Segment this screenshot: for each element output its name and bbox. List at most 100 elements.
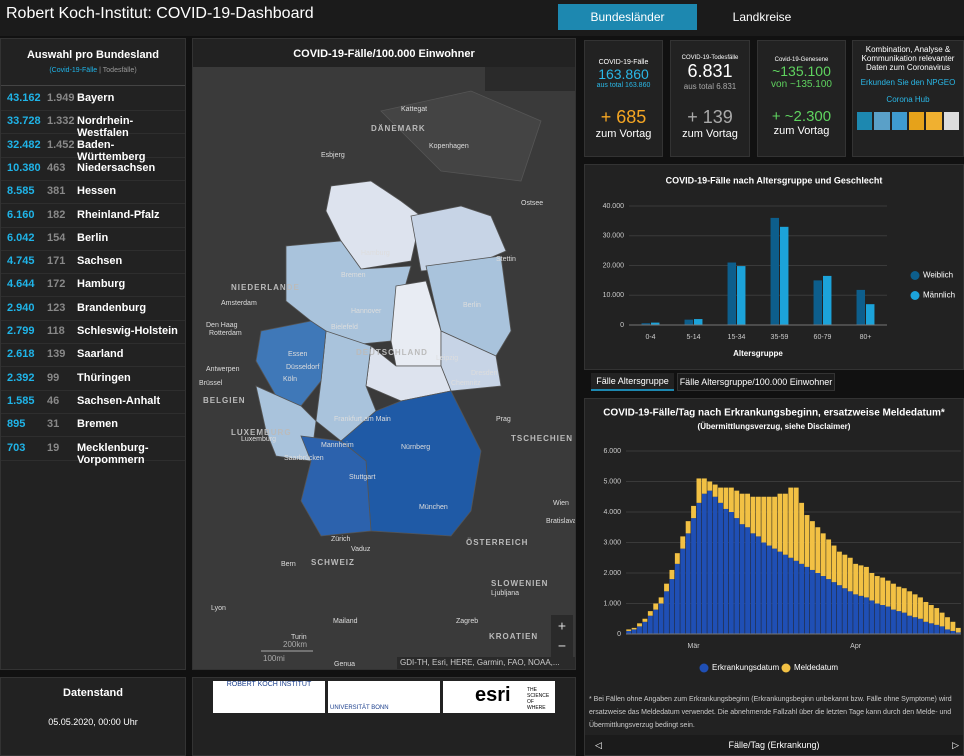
map-label: Zagreb [456,618,478,625]
state-name: Schleswig-Holstein [77,325,178,337]
epi-panel: COVID-19-Fälle/Tag nach Erkrankungsbegin… [584,398,964,756]
logo-rki[interactable]: ROBERT KOCH INSTITUT [213,681,325,713]
state-row[interactable]: 2.940 123 Brandenburg [1,297,185,321]
state-row[interactable]: 2.799 118 Schleswig-Holstein [1,320,185,344]
state-row[interactable]: 6.042 154 Berlin [1,227,185,251]
bar-segment [788,557,794,634]
nav-prev[interactable]: ◁ [595,740,602,750]
state-deaths: 182 [47,208,66,221]
bar-segment [799,563,805,634]
bar [684,319,693,325]
state-deaths: 46 [47,394,60,407]
bar-segment [934,608,940,625]
bar-segment [945,629,950,634]
kpi-label: COVID-19-Todesfälle [681,55,739,61]
nav-next[interactable]: ▷ [952,740,959,750]
state-row[interactable]: 32.482 1.452 Baden-Württemberg [1,134,185,163]
map-label: Bern [281,561,296,568]
state-name: Hamburg [77,278,126,291]
tab-active[interactable]: Bundesländer [558,4,697,30]
bar-segment [772,548,778,634]
zoom-out[interactable]: − [558,638,566,654]
bar-segment [761,542,767,634]
bar-segment [950,630,956,634]
state-row[interactable]: 6.160 182 Rheinland-Pfalz [1,204,185,228]
icon [891,112,907,130]
info-link[interactable]: Erkunden Sie den NPGEO [860,78,956,87]
x-tick-label: 80+ [860,334,872,341]
kpi-delta: + 685 [600,107,647,127]
map-toolbar[interactable] [485,67,575,91]
state-row[interactable]: 4.644 172 Hamburg [1,273,185,298]
kpi-label: Covid-19-Genesene [774,57,829,63]
tab[interactable]: Landkreise [732,10,792,24]
bar-segment [874,576,880,604]
bar-segment [782,554,788,634]
bar-segment [939,612,945,627]
state-row[interactable]: 43.162 1.949 Bayern [1,87,185,111]
map-label: Kattegat [401,106,427,113]
state-row[interactable]: 8.585 381 Hessen [1,180,185,205]
kpi-delta-label: zum Vortag [595,128,652,140]
datenstand-value: 05.05.2020, 00:00 Uhr [48,717,138,727]
map-title: COVID-19-Fälle/100.000 Einwohner [193,39,575,67]
attribution-bg [397,657,575,669]
state-cases: 895 [7,418,26,431]
state-row[interactable]: 2.392 99 Thüringen [1,367,185,391]
land [380,90,542,182]
age-tab-active[interactable]: Fälle Altersgruppe [591,373,674,391]
footnote: * Bei Fällen ohne Angaben zum Erkrankung… [589,696,952,729]
zoom-control[interactable] [551,615,573,659]
bar-segment [831,582,837,634]
bar-segment [674,553,680,564]
state-deaths: 1.452 [47,138,75,151]
icon [874,112,890,130]
state-row[interactable]: 1.585 46 Sachsen-Anhalt [1,390,185,414]
bar-segment [782,493,788,555]
state-row[interactable]: 703 19 Mecklenburg-Vorpommern [1,437,185,466]
bar-segment [755,496,761,537]
bar-segment [691,518,696,634]
logo-esri[interactable]: esri THE SCIENCE OF WHERE [443,681,555,713]
map-label: Düsseldorf [286,364,320,371]
bar-segment [734,490,740,519]
zoom-in[interactable]: + [558,618,566,634]
bar [737,266,746,325]
state-row[interactable]: 895 31 Bremen [1,413,185,438]
map-label: BELGIEN [203,396,246,405]
age-tab[interactable]: Fälle Altersgruppe/100.000 Einwohner [677,373,835,391]
bar-segment [928,623,934,634]
bar-segment [923,601,929,622]
legend-cases: (Covid-19-Fälle [49,67,98,74]
legend-label: Weiblich [923,271,953,280]
logo-tag: THE SCIENCE OF WHERE [527,687,550,711]
bar-segment [842,554,848,589]
bar [866,304,875,325]
logo-text: ROBERT KOCH INSTITUT [226,681,312,688]
map-panel: COVID-19-Fälle/100.000 Einwohner + − 200… [192,38,576,670]
kpi-value: 163.860 [598,66,649,82]
bar-segment [809,569,815,634]
bar-segment [955,632,961,634]
bar-segment [918,597,923,619]
state-cases: 2.618 [7,348,35,361]
state-row[interactable]: 10.380 463 Niedersachsen [1,157,185,181]
bar-segment [891,583,896,610]
y-tick-label: 10.000 [603,292,625,299]
bar-segment [901,588,907,613]
state-row[interactable]: 2.618 139 Saarland [1,343,185,368]
map-label: Esbjerg [321,152,345,159]
state-row[interactable]: 4.745 171 Sachsen [1,250,185,275]
header-title: Robert Koch-Institut: COVID-19-Dashboard [6,5,314,22]
state-cases: 10.380 [7,161,41,174]
logo-bonn[interactable]: UNIVERSITÄT BONN [328,681,440,713]
state-cases: 6.042 [7,231,35,244]
info-link[interactable]: Corona Hub [886,95,930,104]
state-row[interactable]: 33.728 1.332 Nordrhein-Westfalen [1,110,185,139]
map-label: Leipzig [436,355,458,362]
bar-segment [939,626,945,634]
bar [641,323,650,325]
kpi-delta-label: zum Vortag [773,125,830,137]
bar-segment [664,583,669,592]
state-name: Sachsen-Anhalt [77,394,161,407]
